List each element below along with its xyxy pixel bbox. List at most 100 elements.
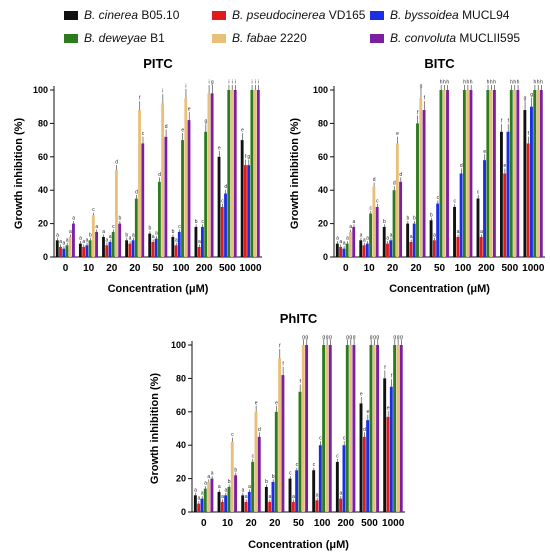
bar: [177, 231, 181, 257]
bar: [419, 98, 423, 257]
bar: [305, 345, 309, 512]
bar: [335, 243, 339, 257]
significance-letter: a: [201, 491, 204, 497]
significance-letter: a: [129, 236, 132, 242]
significance-letter: h: [537, 79, 540, 85]
significance-letter: i: [185, 83, 186, 89]
x-tick-label: 20: [129, 263, 141, 274]
significance-letter: g: [247, 154, 250, 160]
y-tick-label: 40: [38, 185, 48, 195]
significance-letter: h: [510, 79, 513, 85]
significance-letter: i: [228, 79, 229, 85]
significance-letter: f: [501, 119, 503, 125]
bar: [181, 140, 184, 257]
significance-letter: b: [125, 232, 128, 238]
legend-item: B. byssoidea MUCL94: [370, 8, 509, 22]
y-tick-label: 0: [181, 507, 186, 517]
significance-letter: i: [209, 79, 210, 85]
significance-letter: g: [211, 79, 214, 85]
bar: [526, 143, 530, 257]
significance-letter: f: [528, 131, 530, 137]
significance-letter: g: [530, 92, 533, 98]
bar: [161, 103, 165, 257]
significance-letter: e: [275, 400, 278, 406]
significance-letter: c: [201, 219, 204, 225]
bar: [200, 226, 204, 257]
y-tick-label: 20: [318, 219, 328, 229]
bar: [174, 245, 178, 257]
significance-letter: i: [258, 79, 259, 85]
significance-letter: h: [440, 79, 443, 85]
bar: [513, 90, 516, 257]
bar: [243, 165, 247, 257]
significance-letter: d: [363, 427, 366, 433]
bar: [369, 345, 373, 512]
significance-letter: c: [370, 205, 373, 211]
significance-letter: f: [424, 96, 426, 102]
bar: [318, 445, 322, 512]
bar: [125, 240, 129, 257]
bar: [233, 90, 237, 257]
bar: [111, 231, 115, 257]
significance-letter: c: [289, 471, 292, 477]
significance-letter: a: [72, 216, 75, 222]
bar: [102, 236, 105, 257]
bar: [295, 470, 299, 512]
significance-letter: a: [480, 229, 483, 235]
significance-letter: c: [178, 224, 181, 230]
significance-letter: b: [383, 219, 386, 225]
significance-letter: g: [329, 334, 332, 340]
bar: [349, 345, 353, 512]
legend-item: B. fabae 2220: [212, 31, 307, 45]
significance-letter: h: [470, 79, 473, 85]
bar: [365, 243, 369, 257]
bar: [412, 223, 416, 257]
significance-letter: g: [305, 334, 308, 340]
legend-item: B. cinerea B05.10: [64, 8, 179, 22]
y-axis-label: Growth inhibition (%): [289, 118, 301, 230]
bar: [230, 90, 234, 257]
significance-letter: a: [316, 492, 319, 498]
bar: [375, 206, 379, 257]
bar: [154, 238, 158, 257]
significance-letter: b: [234, 467, 237, 473]
significance-letter: a: [198, 239, 201, 245]
significance-letter: a: [248, 484, 251, 490]
bar: [462, 90, 466, 257]
bar: [399, 345, 403, 512]
bar: [271, 481, 275, 512]
bar: [141, 143, 145, 257]
bar: [406, 223, 410, 257]
bar: [382, 226, 386, 257]
significance-letter: b: [195, 219, 198, 225]
bar: [315, 500, 319, 512]
significance-letter: d: [373, 177, 376, 183]
bar: [456, 236, 460, 257]
bar: [325, 345, 329, 512]
significance-letter: f: [279, 344, 281, 350]
bar: [536, 90, 540, 257]
significance-letter: d: [460, 163, 463, 169]
significance-letter: g: [326, 334, 329, 340]
significance-letter: c: [252, 453, 255, 459]
bar: [210, 93, 214, 257]
bar: [288, 478, 292, 512]
significance-letter: a: [69, 229, 72, 235]
bar: [85, 245, 89, 257]
bar: [393, 345, 397, 512]
significance-letter: a: [433, 232, 436, 238]
chart-title: PITC: [143, 56, 173, 71]
x-tick-label: 20: [106, 263, 118, 274]
significance-letter: b: [228, 479, 231, 485]
x-tick-label: 1000: [522, 263, 545, 274]
significance-letter: a: [63, 241, 66, 247]
y-tick-label: 20: [38, 219, 48, 229]
significance-letter: a: [336, 236, 339, 242]
significance-letter: b: [149, 226, 152, 232]
significance-letter: c: [221, 198, 224, 204]
bar: [486, 90, 490, 257]
bar: [436, 203, 440, 257]
x-tick-label: 1000: [382, 518, 405, 529]
y-tick-label: 60: [176, 407, 186, 417]
legend-item: B. pseudocinerea VD165: [212, 8, 365, 22]
